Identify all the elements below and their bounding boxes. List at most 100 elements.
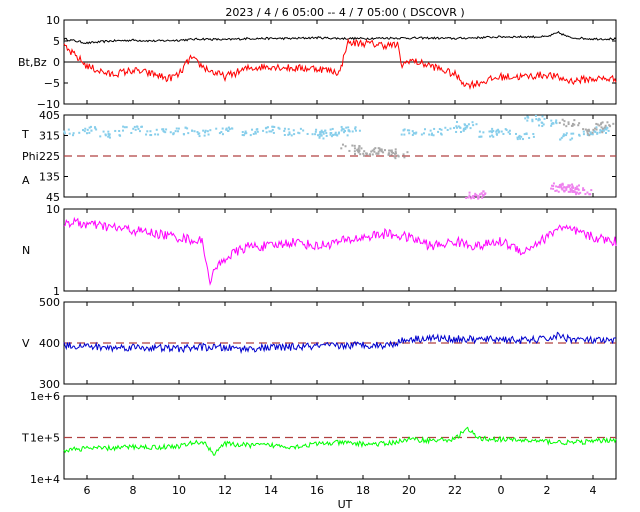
data-point-T (411, 134, 414, 137)
data-point-T (271, 125, 274, 128)
data-point-T (354, 127, 357, 130)
data-point-T (154, 133, 157, 136)
data-point-Phi (373, 148, 376, 151)
data-point-T (403, 133, 406, 136)
y-tick-label: 45 (46, 191, 60, 204)
x-tick-label: 12 (218, 484, 232, 497)
data-point-T (169, 131, 172, 134)
data-point-T (471, 121, 474, 124)
data-point-T (272, 131, 275, 134)
data-point-Phi (365, 152, 368, 155)
data-point-T (586, 134, 589, 137)
data-point-T (408, 129, 411, 132)
data-point-Phi (406, 151, 409, 154)
data-point-T (502, 132, 505, 135)
data-point-Phi (363, 150, 366, 153)
data-point-Phi (368, 153, 371, 156)
data-point-T (534, 114, 537, 117)
data-point-T (508, 132, 511, 135)
x-tick-label: 6 (84, 484, 91, 497)
data-point-T (414, 132, 417, 135)
data-point-T (203, 134, 206, 137)
data-point-T (99, 135, 102, 138)
data-point-T (599, 129, 602, 132)
x-axis-label: UT (338, 498, 353, 511)
data-point-T (315, 128, 318, 131)
data-point-T (532, 135, 535, 138)
data-point-T (411, 130, 414, 133)
data-point-T (572, 132, 575, 135)
data-point-T (449, 127, 452, 130)
data-point-T (241, 131, 244, 134)
panel-temperature-angles: 405 315 225 135 45 T Phi A (21, 109, 617, 204)
data-point-T (430, 133, 433, 136)
data-point-Phi (394, 150, 397, 153)
data-point-T (563, 134, 566, 137)
data-point-A (571, 186, 574, 189)
data-point-T (526, 116, 529, 119)
data-point-T (433, 127, 436, 130)
data-point-T (455, 126, 458, 129)
data-point-T (221, 133, 224, 136)
data-point-T (102, 130, 105, 133)
data-point-T (500, 130, 503, 133)
data-point-T (293, 133, 296, 136)
data-point-Phi (598, 124, 601, 127)
data-point-T (542, 123, 545, 126)
data-point-T (297, 131, 300, 134)
data-point-Phi (582, 128, 585, 131)
data-point-T (331, 127, 334, 130)
panel-density-frame (63, 208, 617, 292)
data-point-T (244, 130, 247, 133)
data-point-T (555, 122, 558, 125)
data-point-A (554, 189, 557, 192)
data-point-A (482, 194, 485, 197)
data-point-T (332, 134, 335, 137)
data-point-T (90, 129, 93, 132)
data-point-T (155, 128, 158, 131)
data-point-T (227, 129, 230, 132)
data-point-T (123, 126, 126, 129)
data-point-T (559, 138, 562, 141)
data-point-T (318, 136, 321, 139)
data-point-T (446, 128, 449, 131)
data-point-T (466, 124, 469, 127)
data-point-Phi (558, 121, 561, 124)
data-point-A (571, 183, 574, 186)
data-point-Phi (377, 147, 380, 150)
data-point-Phi (567, 123, 570, 126)
data-point-T (306, 132, 309, 135)
data-point-Phi (395, 152, 398, 155)
data-point-T (320, 134, 323, 137)
data-point-Phi (403, 156, 406, 159)
x-tick-label: 0 (498, 484, 505, 497)
data-point-Phi (599, 123, 602, 126)
data-point-T (440, 128, 443, 131)
data-point-T (93, 126, 96, 129)
data-point-T (508, 129, 511, 132)
data-point-T (283, 133, 286, 136)
data-point-T (491, 134, 494, 137)
data-point-T (140, 125, 143, 128)
data-point-T (459, 131, 462, 134)
data-point-Phi (565, 125, 568, 128)
data-point-T (412, 132, 415, 135)
series-line-Tp (63, 426, 617, 456)
data-point-T (514, 132, 517, 135)
data-point-T (172, 132, 175, 135)
data-point-T (478, 130, 481, 133)
data-point-A (561, 182, 564, 185)
data-point-T (298, 132, 301, 135)
data-point-T (422, 132, 425, 135)
data-point-T (249, 134, 252, 137)
x-tick-label: 2 (544, 484, 551, 497)
data-point-A (475, 194, 478, 197)
data-point-T (430, 132, 433, 135)
data-point-A (565, 186, 568, 189)
data-point-T (94, 127, 97, 130)
data-point-T (271, 128, 274, 131)
data-point-T (270, 130, 273, 133)
data-point-T (528, 136, 531, 139)
data-point-T (277, 126, 280, 129)
data-point-Phi (600, 122, 603, 125)
